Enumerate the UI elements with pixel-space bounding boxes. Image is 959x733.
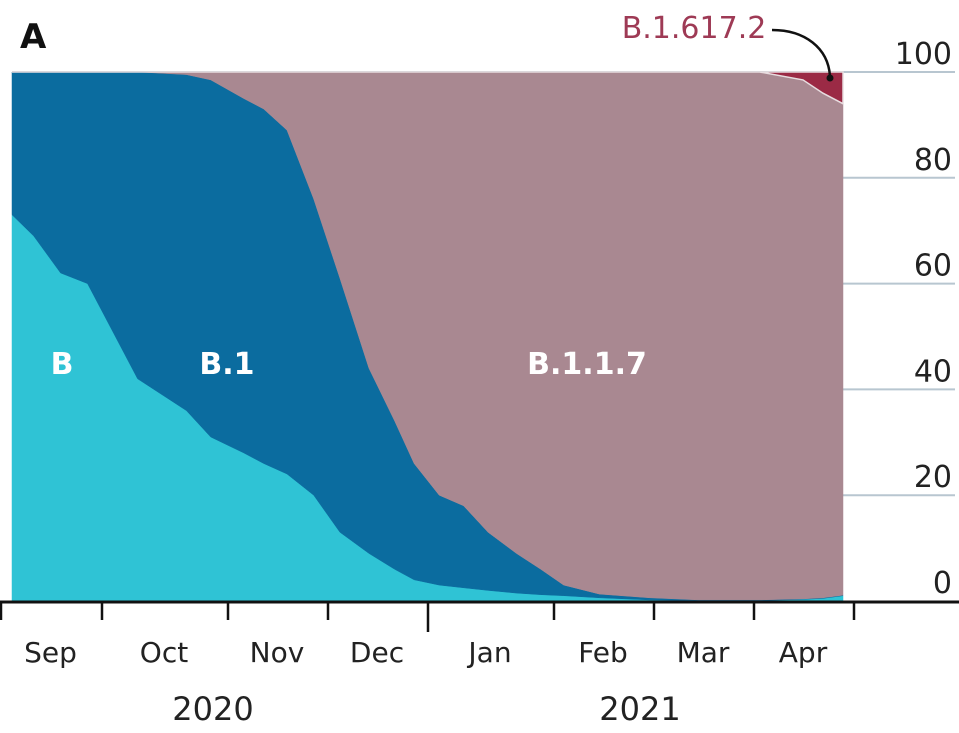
- x-tick-label: Feb: [578, 636, 628, 669]
- y-tick-label: 80: [914, 143, 952, 178]
- year-label: 2020: [172, 690, 253, 728]
- series-label-b16172: B.1.617.2: [622, 11, 767, 46]
- panel-label: A: [20, 17, 47, 57]
- x-tick-label: Sep: [24, 636, 77, 669]
- x-tick-label: Nov: [250, 636, 305, 669]
- y-tick-labels: 0 20 40 60 80 100: [895, 37, 952, 601]
- area-layers: [11, 71, 844, 602]
- y-tick-label: 100: [895, 37, 952, 72]
- area-b16172: [12, 71, 844, 105]
- year-label: 2021: [599, 690, 680, 728]
- series-label-b1: B.1: [199, 347, 254, 382]
- x-tick-label: Dec: [350, 636, 404, 669]
- y-tick-label: 20: [914, 460, 952, 495]
- x-tick-label: Jan: [466, 636, 511, 669]
- annotation-dot: [826, 74, 834, 82]
- x-tick-label: Mar: [677, 636, 730, 669]
- x-axis: Sep Oct Nov Dec Jan Feb Mar Apr 2020 2021: [0, 600, 959, 728]
- annotation-leader-line: [771, 28, 832, 77]
- x-tick-label: Oct: [140, 636, 188, 669]
- x-tick-label: Apr: [779, 636, 828, 669]
- series-label-b117: B.1.1.7: [527, 347, 647, 382]
- y-tick-label: 40: [914, 354, 952, 389]
- y-tick-label: 60: [914, 249, 952, 284]
- series-label-b: B: [51, 347, 74, 382]
- y-tick-label: 0: [933, 566, 952, 601]
